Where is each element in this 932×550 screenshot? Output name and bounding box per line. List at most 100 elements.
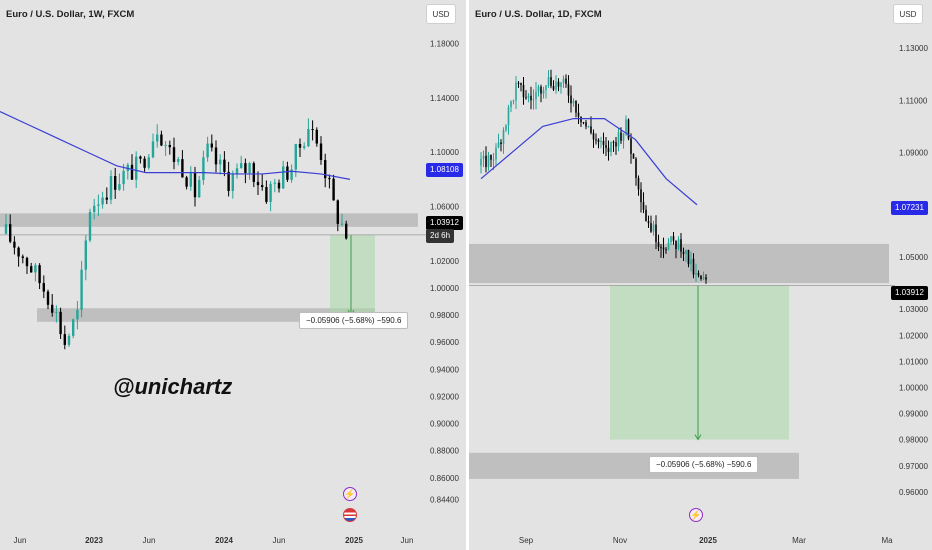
- candle-body: [500, 142, 502, 145]
- candle-body: [202, 157, 205, 180]
- candle-body: [642, 202, 645, 210]
- candle-body: [502, 130, 505, 145]
- candle-body: [13, 241, 16, 248]
- y-tick-label: 1.13000: [899, 44, 928, 53]
- candle-body: [181, 159, 184, 178]
- x-tick-label: 2025: [345, 536, 363, 545]
- right-chart-panel[interactable]: 1.13000 1.11000 1.09000 1.05000 1.03000 1.020…: [469, 0, 932, 550]
- left-countdown-tag: 2d 6h: [426, 229, 455, 243]
- candle-body: [637, 177, 640, 190]
- left-measure-label: −0.05906 (−5.68%) −590.6: [299, 312, 409, 329]
- candle-body: [622, 133, 625, 141]
- candle-body: [34, 265, 37, 273]
- y-tick-label: 0.94000: [430, 365, 459, 374]
- candle-body: [485, 155, 487, 168]
- candle-body: [667, 242, 670, 250]
- candle-body: [700, 275, 702, 279]
- candle-body: [160, 134, 163, 146]
- y-tick-label: 1.00000: [430, 284, 459, 293]
- candle-body: [282, 166, 285, 189]
- us-flag-icon[interactable]: [343, 508, 357, 522]
- candle-body: [702, 277, 705, 279]
- candle-body: [705, 277, 707, 280]
- candle-body: [492, 159, 495, 161]
- candle-body: [135, 156, 138, 180]
- candle-body: [532, 99, 535, 101]
- candle-body: [336, 200, 339, 224]
- candle-body: [515, 82, 517, 101]
- candle-body: [84, 240, 87, 270]
- candle-body: [575, 100, 577, 113]
- candle-body: [512, 100, 515, 102]
- candle-body: [51, 304, 54, 313]
- candle-body: [550, 77, 552, 87]
- candle-body: [59, 311, 62, 335]
- x-tick-label: 2023: [85, 536, 103, 545]
- candle-body: [687, 249, 690, 265]
- right-last-price-tag: 1.03912: [891, 286, 928, 300]
- candle-body: [607, 147, 610, 153]
- y-tick-label: 0.97000: [899, 462, 928, 471]
- candle-body: [122, 171, 125, 185]
- left-chart-title: Euro / U.S. Dollar, 1W, FXCM: [6, 9, 135, 20]
- y-tick-label: 1.03000: [899, 305, 928, 314]
- candle-body: [235, 168, 239, 175]
- left-ma-price-tag: 1.08108: [426, 163, 463, 177]
- candle-body: [227, 171, 230, 191]
- candle-body: [522, 84, 525, 98]
- lightning-icon[interactable]: ⚡: [343, 487, 357, 501]
- candle-body: [307, 129, 310, 147]
- candle-body: [595, 139, 597, 141]
- candle-body: [587, 126, 590, 128]
- candle-body: [545, 85, 547, 91]
- candle-body: [562, 78, 565, 83]
- x-tick-label: 2025: [699, 536, 717, 545]
- candle-body: [660, 246, 662, 248]
- y-tick-label: 0.86000: [430, 474, 459, 483]
- right-currency-button[interactable]: USD: [893, 4, 923, 24]
- candle-body: [248, 163, 251, 173]
- left-chart-panel[interactable]: 1.18000 1.14000 1.10000 1.06000 1.02000 1.000…: [0, 0, 466, 550]
- candle-body: [76, 309, 79, 320]
- candle-body: [567, 83, 570, 96]
- y-tick-label: 1.06000: [430, 203, 459, 212]
- candle-body: [560, 82, 562, 87]
- candle-body: [88, 212, 92, 241]
- candle-body: [185, 177, 188, 187]
- candle-body: [685, 249, 687, 255]
- candle-body: [193, 172, 197, 198]
- candle-body: [525, 97, 527, 99]
- candle-body: [265, 187, 268, 202]
- candle-body: [21, 256, 24, 258]
- candle-body: [565, 78, 567, 84]
- y-tick-label: 1.05000: [899, 253, 928, 262]
- candle-body: [530, 95, 532, 101]
- candle-body: [605, 145, 607, 148]
- candle-body: [189, 172, 192, 187]
- candle-body: [615, 142, 617, 147]
- y-tick-label: 1.01000: [899, 357, 928, 366]
- candle-body: [600, 141, 602, 143]
- candle-body: [324, 160, 327, 179]
- candle-body: [315, 129, 318, 144]
- left-chart-canvas[interactable]: 1.18000 1.14000 1.10000 1.06000 1.02000 1.000…: [0, 0, 466, 550]
- panel-divider[interactable]: [466, 0, 469, 550]
- candle-body: [286, 166, 289, 180]
- x-tick-label: Jun: [143, 536, 156, 545]
- candle-body: [657, 242, 660, 247]
- candle-body: [597, 139, 600, 143]
- right-ma-price-tag: 1.07231: [891, 201, 928, 215]
- candle-body: [617, 132, 620, 147]
- target-arrow-head: [694, 434, 702, 441]
- candle-body: [130, 164, 134, 180]
- left-currency-button[interactable]: USD: [426, 4, 456, 24]
- candle-body: [665, 249, 667, 251]
- candle-body: [577, 112, 580, 117]
- candle-body: [592, 132, 595, 140]
- lightning-icon[interactable]: ⚡: [689, 508, 703, 522]
- candle-body: [582, 122, 585, 124]
- right-chart-canvas[interactable]: 1.13000 1.11000 1.09000 1.05000 1.03000 1.020…: [469, 0, 932, 550]
- y-tick-label: 0.88000: [430, 447, 459, 456]
- candle-body: [520, 83, 522, 85]
- candle-body: [535, 91, 537, 100]
